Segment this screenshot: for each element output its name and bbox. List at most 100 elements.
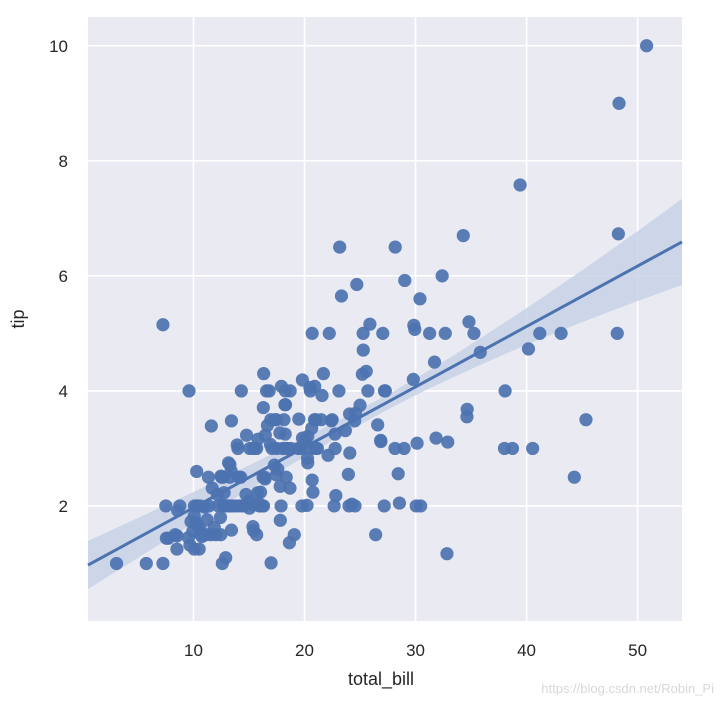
data-point xyxy=(231,441,245,456)
data-points xyxy=(109,39,654,571)
data-point xyxy=(526,441,540,456)
y-tick-label: 10 xyxy=(49,37,68,56)
x-tick-label: 50 xyxy=(628,641,647,660)
y-tick-label: 6 xyxy=(59,267,68,286)
data-point xyxy=(406,372,420,386)
data-point xyxy=(192,542,206,556)
data-point xyxy=(639,39,654,53)
data-point xyxy=(329,488,343,503)
data-point xyxy=(300,498,314,512)
data-point xyxy=(356,343,370,357)
data-point xyxy=(322,326,336,340)
x-tick-label: 40 xyxy=(517,641,536,660)
data-point xyxy=(359,364,373,378)
data-point xyxy=(410,436,424,450)
data-point xyxy=(257,367,271,381)
data-point xyxy=(264,556,278,570)
data-point xyxy=(316,367,330,381)
data-point xyxy=(610,326,624,340)
data-point xyxy=(224,523,239,537)
data-point xyxy=(513,178,527,192)
data-point xyxy=(371,418,385,432)
data-point xyxy=(182,384,196,398)
data-point xyxy=(274,499,288,513)
data-point xyxy=(350,277,364,292)
data-point xyxy=(301,456,315,470)
data-point xyxy=(156,556,170,571)
data-point xyxy=(388,441,402,456)
data-point xyxy=(214,528,228,542)
data-point xyxy=(305,326,319,340)
y-tick-label: 2 xyxy=(59,497,68,516)
data-point xyxy=(258,472,272,486)
data-point xyxy=(328,427,342,441)
data-point xyxy=(333,240,347,254)
data-point xyxy=(277,413,291,427)
data-point xyxy=(441,435,455,449)
data-point xyxy=(204,419,218,433)
data-point xyxy=(374,434,388,449)
data-point xyxy=(239,428,254,442)
watermark-text: https://blog.csdn.net/Robin_Pi xyxy=(541,681,714,696)
data-point xyxy=(190,464,204,479)
data-point xyxy=(287,528,301,542)
data-point xyxy=(325,413,339,427)
data-point xyxy=(213,510,228,525)
data-point xyxy=(429,431,443,445)
data-point xyxy=(376,326,390,340)
x-tick-labels: 10 20 30 40 50 xyxy=(184,641,647,660)
data-point xyxy=(462,315,476,329)
data-point xyxy=(314,413,328,427)
data-point xyxy=(279,470,293,484)
data-point xyxy=(378,384,392,398)
data-point xyxy=(256,400,270,415)
data-point xyxy=(353,398,367,412)
data-point xyxy=(253,485,268,499)
data-point xyxy=(305,473,319,487)
data-point xyxy=(612,96,626,110)
data-point xyxy=(308,379,322,393)
data-point xyxy=(361,384,375,398)
data-point xyxy=(363,317,377,331)
data-point xyxy=(423,326,437,340)
data-point xyxy=(328,441,342,456)
data-point xyxy=(467,326,481,340)
data-point xyxy=(332,384,346,398)
confidence-band xyxy=(88,198,682,590)
data-point xyxy=(283,481,297,495)
data-point xyxy=(348,499,362,513)
data-point xyxy=(173,499,187,513)
data-point xyxy=(256,499,271,513)
data-point xyxy=(498,384,512,398)
data-point xyxy=(579,413,593,427)
data-point xyxy=(271,462,285,476)
data-point xyxy=(201,470,216,484)
data-point xyxy=(283,384,297,398)
data-point xyxy=(327,499,341,513)
x-tick-label: 20 xyxy=(295,641,314,660)
data-point xyxy=(224,414,239,428)
data-point xyxy=(521,342,536,356)
data-point xyxy=(377,499,391,513)
data-point xyxy=(109,556,124,571)
data-point xyxy=(170,542,184,556)
data-point xyxy=(159,499,173,513)
data-point xyxy=(292,412,306,426)
data-point xyxy=(611,227,625,241)
data-point xyxy=(170,529,184,543)
data-point xyxy=(533,326,547,340)
data-point xyxy=(567,470,581,484)
data-point xyxy=(413,292,427,306)
data-point xyxy=(306,485,320,499)
data-point xyxy=(356,326,370,340)
data-point xyxy=(334,289,349,303)
x-axis-label: total_bill xyxy=(348,669,414,690)
y-axis-label: tip xyxy=(8,309,28,328)
data-point xyxy=(438,326,452,340)
data-point xyxy=(219,551,233,565)
data-point xyxy=(554,326,568,340)
data-point xyxy=(408,322,422,336)
data-point xyxy=(440,547,454,561)
data-point xyxy=(234,384,248,398)
data-point xyxy=(310,441,324,456)
